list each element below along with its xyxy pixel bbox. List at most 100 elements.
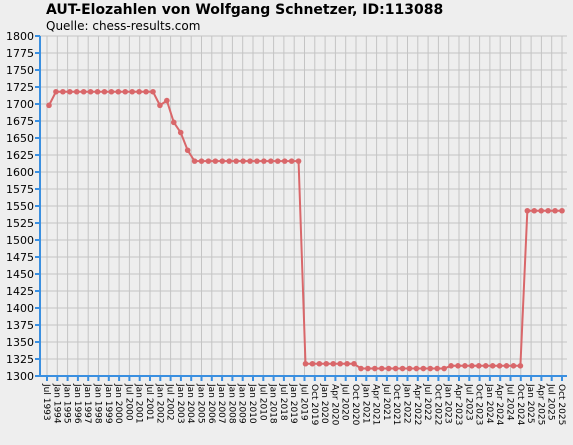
y-tick-label: 1550 — [6, 200, 34, 213]
x-tick-label: Jan 2003 — [175, 383, 185, 424]
x-tick-label: Oct 2023 — [474, 384, 484, 425]
data-point — [476, 363, 482, 369]
y-tick-label: 1325 — [6, 353, 34, 366]
y-tick-label: 1700 — [6, 98, 34, 111]
x-tick-label: Jan 1997 — [82, 383, 92, 424]
y-tick-label: 1800 — [6, 30, 34, 43]
data-point — [170, 119, 177, 126]
chart-title: AUT-Elozahlen von Wolfgang Schnetzer, ID… — [46, 2, 444, 18]
x-tick-label: Apr 2024 — [494, 384, 504, 426]
data-point — [164, 97, 170, 104]
y-tick-label: 1375 — [6, 319, 34, 332]
x-tick-label: Jan 1999 — [103, 383, 113, 424]
x-tick-label: Jan 1994 — [51, 383, 61, 424]
data-point — [157, 102, 163, 109]
data-point — [115, 88, 122, 95]
data-point — [531, 207, 538, 214]
x-tick-label: Jan 2002 — [154, 383, 164, 424]
data-point — [517, 363, 524, 369]
data-point — [233, 158, 239, 164]
data-point — [247, 158, 253, 164]
data-point — [344, 360, 350, 367]
x-tick-label: Jan 2007 — [216, 383, 226, 424]
data-point — [365, 365, 371, 372]
data-point — [226, 158, 233, 164]
y-tick-label: 1750 — [6, 64, 34, 77]
data-point — [441, 365, 447, 372]
x-tick-label: Jul 2000 — [123, 383, 133, 421]
data-point — [129, 88, 135, 95]
y-tick-label: 1775 — [6, 47, 34, 60]
data-point — [309, 360, 316, 367]
data-point — [330, 360, 337, 367]
data-point — [462, 363, 468, 369]
data-point — [469, 363, 475, 369]
x-tick-label: Jul 2025 — [546, 383, 556, 421]
data-point — [87, 88, 94, 95]
y-tick-label: 1475 — [6, 251, 34, 264]
y-tick-label: 1650 — [6, 132, 34, 145]
y-tick-label: 1400 — [6, 302, 34, 315]
y-tick-label: 1350 — [6, 336, 34, 349]
data-point — [46, 102, 52, 109]
data-point — [358, 365, 364, 372]
data-point — [538, 207, 545, 214]
data-point — [489, 363, 496, 369]
x-tick-label: Jan 2024 — [484, 383, 494, 424]
x-tick-label: Apr 2023 — [453, 384, 463, 425]
data-point — [268, 158, 274, 164]
x-tick-label: Apr 2020 — [329, 384, 339, 426]
grid-lines — [40, 35, 567, 377]
x-tick-label: Jan 2000 — [113, 383, 123, 424]
data-point — [177, 129, 184, 136]
data-point — [427, 365, 434, 372]
y-tick-label: 1500 — [6, 234, 34, 247]
x-tick-label: Jul 2002 — [165, 383, 175, 421]
data-point — [94, 88, 101, 95]
y-tick-label: 1725 — [6, 81, 34, 94]
data-point — [281, 158, 288, 164]
x-tick-label: Jan 2004 — [185, 383, 195, 424]
x-tick-label: Jan 2001 — [134, 383, 144, 424]
data-point — [219, 158, 226, 164]
x-tick-label: Jul 2019 — [299, 383, 309, 421]
x-tick-label: Apr 2022 — [412, 384, 422, 425]
y-tick-label: 1450 — [6, 268, 34, 281]
data-point — [496, 363, 503, 369]
data-point — [337, 360, 343, 367]
x-tick-label: Oct 2025 — [556, 384, 566, 425]
data-point — [136, 88, 142, 95]
data-point — [66, 88, 73, 95]
data-point — [448, 363, 454, 369]
x-tick-label: Jan 2025 — [525, 383, 535, 424]
x-tick-label: Jan 2006 — [206, 383, 216, 424]
data-point — [406, 365, 413, 372]
x-tick-label: Jan 1996 — [72, 383, 82, 424]
data-point — [261, 158, 267, 164]
x-tick-label: Jan 2019 — [288, 383, 298, 424]
x-tick-label: Jul 2018 — [278, 383, 288, 421]
y-tick-label: 1575 — [6, 183, 34, 196]
x-tick-label: Jan 2008 — [226, 383, 236, 424]
data-point — [392, 365, 399, 372]
y-tick-label: 1675 — [6, 115, 34, 128]
x-tick-label: Jan 2010 — [247, 383, 257, 424]
x-tick-label: Apr 2021 — [371, 384, 381, 425]
data-point — [101, 88, 108, 95]
data-point — [143, 88, 149, 95]
data-point — [399, 365, 406, 372]
x-tick-label: Jan 2021 — [360, 383, 370, 424]
x-tick-label: Oct 2021 — [391, 384, 401, 425]
data-point — [53, 88, 59, 95]
x-tick-labels: Jul 1993 Jan 1994 Jan 1995 Jan 1996 Jan 1997… — [41, 383, 566, 426]
data-point — [372, 365, 378, 372]
x-tick-label: Jul 1993 — [41, 383, 51, 421]
y-tick-label: 1525 — [6, 217, 34, 230]
data-point — [184, 147, 191, 154]
x-tick-label: Jul 2001 — [144, 383, 154, 421]
data-point — [323, 360, 330, 367]
axes — [35, 35, 567, 381]
data-point — [316, 360, 323, 367]
y-tick-labels: 1300 1325 1350 1375 1400 1425 1450 1475 1500 1525… — [6, 30, 34, 383]
